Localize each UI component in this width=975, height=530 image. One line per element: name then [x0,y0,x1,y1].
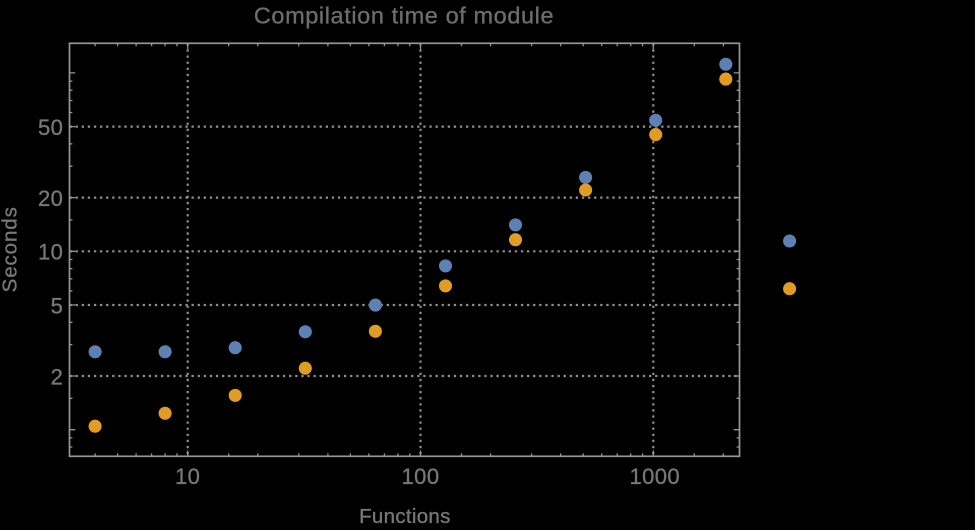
svg-text:Seconds: Seconds [0,206,22,292]
svg-text:Compilation time of module: Compilation time of module [254,3,554,29]
svg-text:50: 50 [38,115,63,140]
svg-text:Functions: Functions [359,505,451,525]
svg-text:10: 10 [38,240,63,265]
svg-text:10: 10 [175,464,200,489]
svg-text:5: 5 [51,293,64,318]
svg-text:2: 2 [51,364,64,389]
svg-text:20: 20 [38,186,63,211]
svg-text:100: 100 [402,464,440,489]
svg-text:1000: 1000 [630,464,681,489]
